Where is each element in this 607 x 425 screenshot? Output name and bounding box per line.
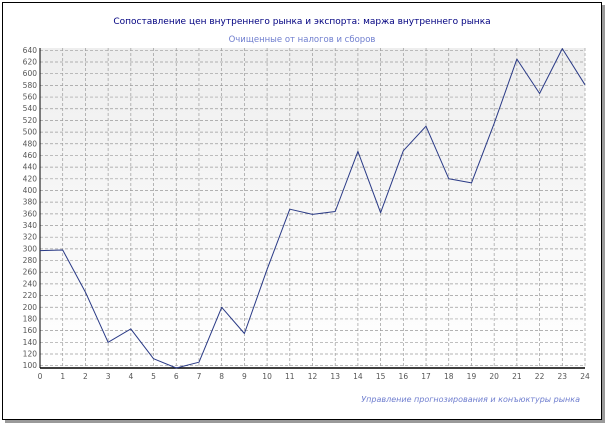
y-tick-label: 380	[23, 198, 38, 207]
x-axis-ticks: 0 1 2 3 4 5 6 7 8 9 10 11 12 13 14 15 16 17 18 19 20 21 22 23 24	[38, 372, 590, 381]
y-tick-label: 300	[23, 244, 38, 253]
y-tick-label: 320	[23, 233, 38, 242]
y-tick-label: 340	[23, 221, 38, 230]
y-tick-label: 580	[23, 81, 38, 90]
series-group	[39, 48, 586, 369]
x-tick-label: 22	[535, 372, 545, 381]
x-tick-label: 16	[399, 372, 409, 381]
y-tick-label: 600	[23, 69, 38, 78]
x-tick-label: 8	[219, 372, 224, 381]
x-tick-label: 21	[512, 372, 522, 381]
x-tick-label: 24	[580, 372, 590, 381]
y-tick-label: 520	[23, 116, 38, 125]
y-tick-label: 260	[23, 268, 38, 277]
y-tick-label: 160	[23, 326, 38, 335]
x-tick-label: 18	[444, 372, 454, 381]
y-tick-label: 240	[23, 279, 38, 288]
series-line	[39, 48, 586, 369]
x-tick-label: 13	[330, 372, 340, 381]
y-tick-label: 360	[23, 209, 38, 218]
y-tick-label: 120	[23, 349, 38, 358]
x-tick-label: 17	[421, 372, 431, 381]
x-tick-label: 0	[38, 372, 43, 381]
y-tick-label: 560	[23, 93, 38, 102]
x-tick-label: 5	[151, 372, 156, 381]
y-tick-label: 220	[23, 291, 38, 300]
y-tick-label: 180	[23, 314, 38, 323]
x-tick-label: 4	[128, 372, 133, 381]
y-tick-label: 420	[23, 174, 38, 183]
chart-footer: Управление прогнозирования и конъюктуры …	[361, 395, 580, 404]
x-tick-label: 3	[106, 372, 111, 381]
y-tick-label: 140	[23, 338, 38, 347]
x-tick-label: 12	[308, 372, 318, 381]
x-tick-label: 7	[197, 372, 202, 381]
x-tick-label: 9	[242, 372, 247, 381]
chart-title: Сопоставление цен внутреннего рынка и эк…	[113, 17, 490, 27]
y-tick-label: 280	[23, 256, 38, 265]
x-tick-label: 2	[83, 372, 88, 381]
y-tick-label: 460	[23, 151, 38, 160]
y-axis-ticks: 100 120 140 160 180 200 220 240 260 280 300 320 340 3…	[23, 46, 38, 370]
y-tick-label: 640	[23, 46, 38, 55]
x-tick-label: 15	[376, 372, 386, 381]
y-tick-label: 540	[23, 104, 38, 113]
x-tick-label: 11	[285, 372, 295, 381]
grid	[39, 48, 586, 368]
x-tick-label: 1	[60, 372, 65, 381]
x-tick-label: 14	[353, 372, 363, 381]
x-tick-label: 20	[489, 372, 499, 381]
y-tick-label: 200	[23, 303, 38, 312]
x-tick-label: 23	[558, 372, 568, 381]
axes	[39, 48, 585, 369]
y-tick-label: 400	[23, 186, 38, 195]
y-tick-label: 500	[23, 128, 38, 137]
chart-subtitle: Очищенные от налогов и сборов	[229, 35, 376, 45]
y-tick-label: 440	[23, 163, 38, 172]
y-tick-label: 620	[23, 58, 38, 67]
y-tick-label: 480	[23, 139, 38, 148]
y-tick-label: 100	[23, 361, 38, 370]
x-tick-label: 10	[262, 372, 272, 381]
x-tick-label: 6	[174, 372, 179, 381]
x-tick-label: 19	[467, 372, 477, 381]
